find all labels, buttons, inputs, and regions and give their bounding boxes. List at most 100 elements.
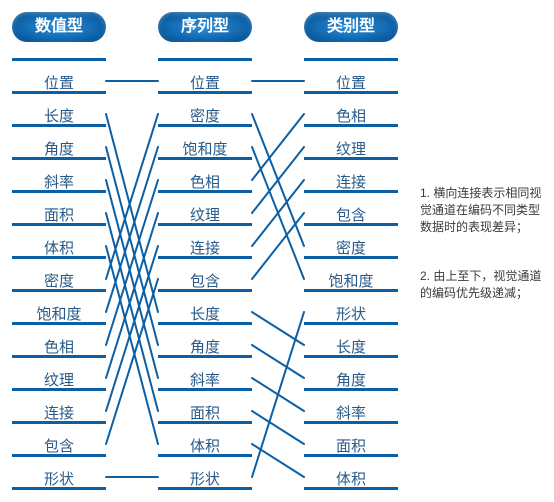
connection-line <box>106 180 158 345</box>
column-header-ordinal: 序列型 <box>158 12 252 42</box>
separator <box>12 388 106 391</box>
separator <box>12 124 106 127</box>
connection-line <box>252 345 304 378</box>
separator <box>12 289 106 292</box>
separator <box>304 91 398 94</box>
separator <box>304 454 398 457</box>
connection-line <box>106 114 158 312</box>
separator <box>158 58 252 61</box>
list-item: 体积 <box>12 237 106 258</box>
separator <box>304 223 398 226</box>
list-item: 面积 <box>304 435 398 456</box>
separator <box>12 190 106 193</box>
separator <box>304 355 398 358</box>
list-item: 角度 <box>304 369 398 390</box>
list-item: 角度 <box>158 336 252 357</box>
list-item: 密度 <box>12 270 106 291</box>
connection-line <box>106 180 158 378</box>
separator <box>304 256 398 259</box>
connection-line <box>252 147 304 279</box>
list-item: 包含 <box>12 435 106 456</box>
list-item: 位置 <box>158 72 252 93</box>
separator <box>12 454 106 457</box>
list-item: 纹理 <box>158 204 252 225</box>
connection-line <box>252 312 304 477</box>
list-item: 包含 <box>304 204 398 225</box>
separator <box>12 157 106 160</box>
connection-line <box>252 147 304 213</box>
separator <box>158 487 252 490</box>
list-item: 斜率 <box>304 402 398 423</box>
diagram-stage: 数值型位置长度角度斜率面积体积密度饱和度色相纹理连接包含形状序列型位置密度饱和度… <box>0 0 554 502</box>
list-item: 体积 <box>304 468 398 489</box>
connection-line <box>252 411 304 444</box>
separator <box>158 256 252 259</box>
list-item: 体积 <box>158 435 252 456</box>
list-item: 纹理 <box>12 369 106 390</box>
connection-line <box>252 114 304 180</box>
list-item: 密度 <box>304 237 398 258</box>
column-header-numeric: 数值型 <box>12 12 106 42</box>
list-item: 形状 <box>12 468 106 489</box>
separator <box>304 322 398 325</box>
side-note: 2. 由上至下，视觉通道的编码优先级递减； <box>420 268 546 302</box>
connection-line <box>106 246 158 444</box>
list-item: 面积 <box>12 204 106 225</box>
separator <box>158 190 252 193</box>
connection-line <box>252 180 304 246</box>
separator <box>12 223 106 226</box>
list-item: 位置 <box>304 72 398 93</box>
list-item: 饱和度 <box>158 138 252 159</box>
connection-line <box>106 213 158 378</box>
separator <box>12 58 106 61</box>
list-item: 形状 <box>304 303 398 324</box>
connection-line <box>106 147 158 345</box>
separator <box>304 157 398 160</box>
list-item: 形状 <box>158 468 252 489</box>
connection-line <box>106 114 158 279</box>
connection-line <box>252 114 304 246</box>
separator <box>304 388 398 391</box>
list-item: 面积 <box>158 402 252 423</box>
separator <box>158 322 252 325</box>
list-item: 包含 <box>158 270 252 291</box>
separator <box>12 256 106 259</box>
connection-line <box>252 213 304 279</box>
connection-line <box>252 444 304 477</box>
connection-line <box>106 147 158 312</box>
list-item: 长度 <box>304 336 398 357</box>
list-item: 饱和度 <box>304 270 398 291</box>
separator <box>304 289 398 292</box>
list-item: 连接 <box>158 237 252 258</box>
separator <box>158 223 252 226</box>
side-note: 1. 横向连接表示相同视觉通道在编码不同类型数据时的表现差异； <box>420 185 546 235</box>
separator <box>304 58 398 61</box>
list-item: 密度 <box>158 105 252 126</box>
list-item: 长度 <box>158 303 252 324</box>
list-item: 色相 <box>158 171 252 192</box>
separator <box>304 487 398 490</box>
separator <box>304 190 398 193</box>
separator <box>12 355 106 358</box>
list-item: 饱和度 <box>12 303 106 324</box>
separator <box>158 289 252 292</box>
list-item: 色相 <box>304 105 398 126</box>
separator <box>12 487 106 490</box>
separator <box>304 124 398 127</box>
list-item: 色相 <box>12 336 106 357</box>
separator <box>158 388 252 391</box>
separator <box>12 421 106 424</box>
list-item: 连接 <box>12 402 106 423</box>
separator <box>158 355 252 358</box>
column-header-categorical: 类别型 <box>304 12 398 42</box>
connection-line <box>252 378 304 411</box>
list-item: 连接 <box>304 171 398 192</box>
connection-line <box>106 279 158 444</box>
list-item: 纹理 <box>304 138 398 159</box>
connection-line <box>106 246 158 411</box>
separator <box>158 157 252 160</box>
list-item: 斜率 <box>158 369 252 390</box>
list-item: 长度 <box>12 105 106 126</box>
list-item: 位置 <box>12 72 106 93</box>
list-item: 角度 <box>12 138 106 159</box>
